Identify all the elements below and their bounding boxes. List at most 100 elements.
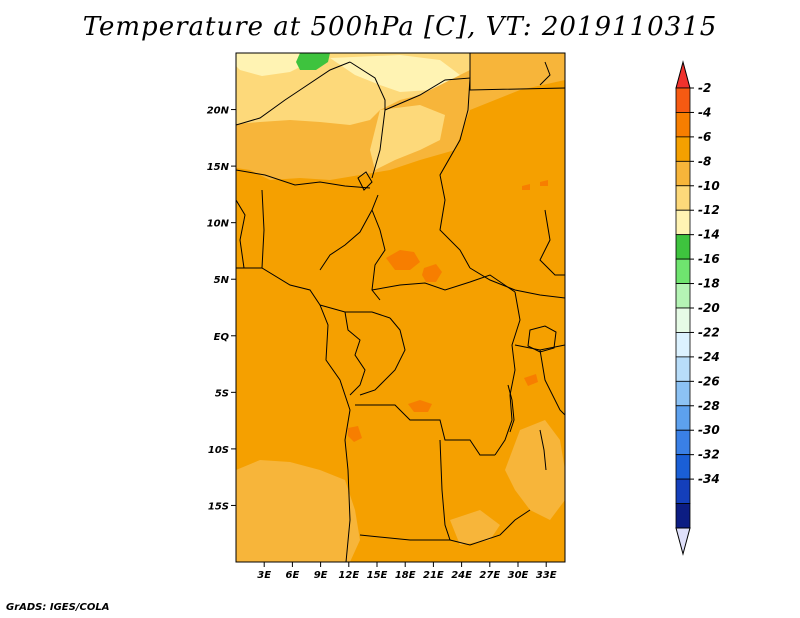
x-tick-label: 6E [286, 570, 300, 581]
field-patch-congo [408, 400, 432, 412]
colorbar-label: -14 [698, 228, 720, 242]
field-patch-sudan [522, 184, 530, 190]
border-sudan-ssudan [469, 267, 565, 299]
field-southern-africa [236, 460, 360, 562]
colorbar-swatch [675, 454, 691, 480]
colorbar-swatch [675, 112, 691, 138]
field-pale-yellow [236, 53, 310, 76]
x-tick-label: 9E [314, 570, 328, 581]
colorbar-label: -18 [698, 277, 720, 291]
x-tick-label: 3E [257, 570, 271, 581]
colorbar-swatch [675, 307, 691, 333]
x-tick-label: 18E [395, 570, 416, 581]
border-west-1 [236, 199, 246, 269]
field-nile-yellow [370, 105, 445, 170]
border-libya-chad [349, 61, 386, 179]
colorbar-label: -4 [698, 105, 711, 119]
colorbar-swatch [675, 87, 691, 113]
temperature-field [236, 53, 565, 562]
border-cameroon-south [319, 304, 391, 319]
colorbar: -2 -4 -6 -8 -10 -12 -14 -16 -18 -20 -22 -24 -26 -28 -3… [675, 60, 720, 556]
colorbar-label: -32 [698, 448, 720, 462]
y-tick-label: 15S [208, 501, 229, 512]
x-tick-label: 33E [536, 570, 557, 581]
border-car-cameroon [371, 209, 386, 301]
colorbar-label: -16 [698, 252, 720, 266]
border-gabon-congo [344, 311, 366, 396]
colorbar-label: -12 [698, 203, 720, 217]
colorbar-swatch [675, 258, 691, 284]
colorbar-swatch [675, 209, 691, 236]
colorbar-swatch [675, 380, 691, 407]
country-borders [236, 53, 565, 562]
credit-text: GrADS: IGES/COLA [6, 602, 110, 613]
field-patch-coast [348, 426, 362, 442]
colorbar-top-arrow [675, 60, 691, 89]
colorbar-label: -26 [698, 374, 720, 388]
y-tick-label: 10N [207, 219, 230, 230]
border-sudan-ethiopia [539, 209, 565, 276]
y-axis-labels: 20N 15N 10N 5N EQ 5S 10S 15S [207, 106, 230, 513]
border-drc-east [494, 291, 521, 456]
colorbar-label: -34 [698, 472, 720, 486]
field-patch-lake [524, 374, 538, 386]
border-east-1 [539, 349, 565, 416]
border-niger-nigeria [236, 169, 371, 189]
colorbar-label: -22 [698, 325, 720, 339]
map-frame [235, 52, 566, 563]
border-algeria-niger [236, 61, 351, 126]
colorbar-swatch [675, 478, 691, 504]
colorbar-label: -30 [698, 423, 720, 437]
field-patch-car-2 [422, 264, 442, 282]
x-tick-label: 15E [367, 570, 388, 581]
lake-victoria [527, 325, 557, 353]
colorbar-swatch [675, 136, 691, 162]
colorbar-swatch [675, 356, 691, 382]
colorbar-label: -6 [698, 130, 711, 144]
lake-malawi [539, 429, 547, 471]
colorbar-swatch [675, 405, 691, 431]
colorbar-bottom-arrow [675, 527, 691, 556]
lake-chad [357, 171, 373, 191]
border-nigeria-benin [261, 189, 265, 269]
border-drc-angola [355, 404, 495, 456]
x-axis-labels: 3E 6E 9E 12E 15E 18E 21E 24E 27E 30E 33E [257, 570, 556, 581]
field-east-highlands [505, 420, 565, 520]
border-coast-west [236, 267, 351, 562]
border-egypt-sudan [469, 53, 565, 91]
field-green [296, 53, 330, 70]
border-congo-drc [359, 317, 406, 396]
y-tick-label: 20N [207, 106, 230, 117]
colorbar-swatch [675, 503, 691, 529]
field-south-central [450, 510, 500, 545]
colorbar-swatch [675, 429, 691, 456]
x-tick-label: 27E [479, 570, 500, 581]
border-angola-zambia [359, 439, 451, 541]
border-zambia-south [449, 509, 531, 546]
y-tick-label: 5N [214, 275, 230, 286]
border-chad-sudan [384, 77, 471, 269]
chart-title: Temperature at 500hPa [C], VT: 201911031… [82, 12, 718, 42]
colorbar-label: -28 [698, 399, 720, 413]
axis-ticks [231, 109, 547, 567]
lake-tanganyika [507, 384, 515, 433]
colorbar-label: -10 [698, 179, 720, 193]
x-tick-label: 21E [423, 570, 444, 581]
colorbar-label: -2 [698, 81, 711, 95]
red-sea-coast [539, 61, 551, 86]
colorbar-label: -24 [698, 350, 720, 364]
border-nigeria-cameroon [319, 194, 379, 271]
x-tick-label: 24E [451, 570, 472, 581]
y-tick-label: 5S [215, 388, 229, 399]
border-car-drc [371, 274, 516, 293]
y-tick-label: 10S [208, 445, 229, 456]
field-patch-car [386, 250, 420, 270]
x-tick-label: 12E [338, 570, 359, 581]
colorbar-label: -20 [698, 301, 720, 315]
colorbar-swatch [675, 185, 691, 211]
field-pale-yellow-2 [330, 55, 460, 92]
colorbar-label: -8 [698, 154, 711, 168]
x-tick-label: 30E [508, 570, 529, 581]
